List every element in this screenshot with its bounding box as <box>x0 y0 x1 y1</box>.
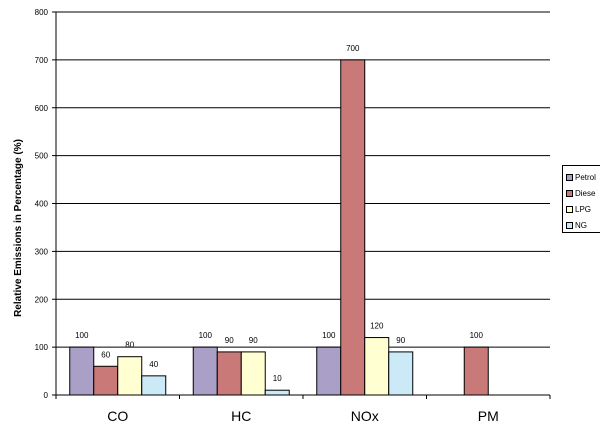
x-category-label: NOx <box>351 408 379 424</box>
legend-item: NG <box>566 217 600 232</box>
data-label: 100 <box>322 331 336 340</box>
bar-hc-lpg <box>240 351 266 396</box>
x-category-label: PM <box>478 408 499 424</box>
data-label: 90 <box>396 336 405 345</box>
y-tick-label: 600 <box>35 104 49 113</box>
data-label: 100 <box>75 331 89 340</box>
legend-label: Petrol <box>575 172 596 182</box>
x-category-label: CO <box>107 408 128 424</box>
bar-hc-petrol <box>192 346 218 396</box>
bar-co-petrol <box>69 346 95 396</box>
bar-co-diesel <box>93 365 119 396</box>
bar-nox-ng <box>388 351 414 396</box>
bar-nox-diesel <box>340 59 366 396</box>
legend-item: Petrol <box>566 169 600 185</box>
legend-swatch <box>566 221 573 229</box>
legend-swatch <box>566 173 573 181</box>
bar-co-lpg <box>117 356 143 396</box>
data-label: 90 <box>225 336 234 345</box>
y-axis-title: Relative Emissions in Percentage (%) <box>13 139 24 317</box>
bar-co-ng <box>141 375 167 396</box>
x-category-label: HC <box>231 408 251 424</box>
data-label: 60 <box>101 350 110 359</box>
data-label: 90 <box>249 336 258 345</box>
y-tick-label: 700 <box>35 56 49 65</box>
chart-legend: Petrol Diese LPG NG <box>562 165 600 233</box>
y-tick-label: 200 <box>35 295 49 304</box>
legend-item: LPG <box>566 201 600 217</box>
legend-swatch <box>566 189 573 197</box>
bar-nox-lpg <box>364 337 390 396</box>
y-tick-label: 100 <box>35 343 49 352</box>
data-label: 40 <box>149 360 158 369</box>
y-tick-label: 300 <box>35 247 49 256</box>
legend-item: Diese <box>566 185 600 201</box>
legend-label: NG <box>575 220 587 230</box>
data-label: 100 <box>199 331 213 340</box>
y-tick-label: 400 <box>35 200 49 209</box>
data-label: 80 <box>125 341 134 350</box>
data-label: 700 <box>346 44 360 53</box>
y-tick-label: 500 <box>35 152 49 161</box>
legend-swatch <box>566 205 573 213</box>
data-label: 120 <box>370 322 384 331</box>
bar-nox-petrol <box>316 346 342 396</box>
bar-hc-diesel <box>216 351 242 396</box>
data-label: 100 <box>470 331 484 340</box>
bar-hc-ng <box>264 389 290 396</box>
bar-pm-diesel <box>463 346 489 396</box>
y-tick-label: 800 <box>35 8 49 17</box>
y-tick-label: 0 <box>44 391 49 400</box>
legend-label: LPG <box>575 204 592 214</box>
data-label: 10 <box>273 374 282 383</box>
legend-label: Diese <box>575 188 596 198</box>
